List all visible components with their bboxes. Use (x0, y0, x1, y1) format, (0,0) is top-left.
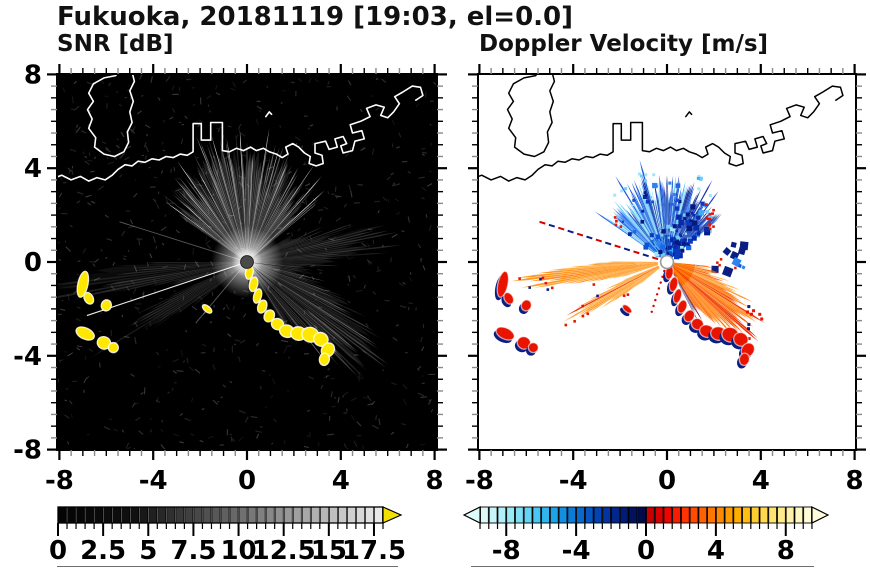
x-tick-label: -4 (559, 466, 588, 496)
snr-colorbar-label: 5 (139, 536, 157, 566)
snr-colorbar-label: 2.5 (80, 536, 126, 566)
clutter-blob (520, 299, 533, 312)
snr-colorbar-label: 10 (220, 536, 256, 566)
y-tick-label: -4 (13, 342, 42, 372)
axes-frame: -8 -4 0 4 8 (465, 64, 866, 496)
radar-site-marker (659, 254, 675, 270)
x-tick-label: 0 (658, 466, 676, 496)
x-tick-label: 0 (238, 466, 256, 496)
vel-colorbar-label: 4 (707, 536, 725, 566)
clutter-blob (495, 326, 515, 341)
clutter-blob (201, 304, 213, 314)
vel-colorbar-label: 8 (777, 536, 795, 566)
clutter-blob (672, 288, 683, 304)
vel-colorbar-label: -8 (492, 536, 521, 566)
snr-colorbar-label: 0 (49, 536, 67, 566)
y-tick-label: -8 (13, 436, 42, 466)
islet (264, 111, 273, 118)
clutter-blob (263, 309, 276, 323)
snr-panel-title: SNR [dB] (57, 31, 174, 57)
snr-panel (57, 74, 437, 450)
snr-colorbar-label: 17.5 (342, 536, 406, 566)
velocity-clutter (493, 265, 756, 369)
snr-colorbar-label: 7.5 (170, 536, 216, 566)
clutter-blob (676, 299, 688, 314)
clutter-blob (252, 288, 263, 304)
snr-colorbar-label: 15 (311, 536, 347, 566)
x-tick-label: -8 (45, 466, 74, 496)
island-outline (86, 74, 136, 158)
clutter-blob (621, 304, 633, 314)
snr-clutter-yellow (75, 265, 336, 367)
figure-title: Fukuoka, 20181119 [19:03, el=0.0] (57, 2, 574, 32)
x-tick-label: 8 (846, 466, 864, 496)
islet (685, 111, 693, 118)
vel-colorbar-label: 0 (637, 536, 655, 566)
velocity-panel (478, 74, 856, 450)
snr-colorbar-over-arrow (382, 506, 403, 524)
y-tick-label: 4 (24, 154, 42, 184)
velocity-panel-title: Doppler Velocity [m/s] (479, 31, 769, 57)
clutter-blob (668, 276, 679, 293)
clutter-blob (738, 352, 751, 367)
clutter-blob (248, 276, 259, 293)
radar-site-marker (240, 255, 254, 269)
velocity-colorbar: -8 -4 0 4 8 (462, 506, 830, 566)
x-tick-label: -4 (139, 466, 168, 496)
clutter-blob (83, 291, 95, 305)
x-tick-label: 4 (332, 466, 350, 496)
island-outline (506, 74, 556, 158)
clutter-blob (527, 341, 540, 354)
y-tick-label: 8 (24, 60, 42, 90)
x-tick-label: 4 (752, 466, 770, 496)
vel-colorbar-label: -4 (562, 536, 591, 566)
coastline (57, 85, 424, 182)
clutter-blob (683, 309, 696, 323)
coastline (478, 85, 844, 182)
clutter-blob (100, 299, 113, 312)
clutter-blob (496, 270, 510, 298)
y-tick-label: 0 (24, 248, 42, 278)
x-tick-label: -8 (465, 466, 494, 496)
axes-frame: -8 -4 0 4 8 8 4 0 -4 -8 (13, 60, 447, 496)
clutter-blob (620, 307, 630, 317)
x-tick-label: 8 (426, 466, 444, 496)
clutter-blob (75, 326, 95, 341)
clutter-blob (107, 341, 120, 354)
clutter-blob (318, 352, 331, 367)
clutter-blob (503, 291, 515, 305)
vel-colorbar-under-arrow (462, 506, 481, 524)
snr-colorbar-label: 12.5 (252, 536, 316, 566)
clutter-blob (256, 299, 268, 314)
vel-colorbar-over-arrow (811, 506, 830, 524)
clutter-blob (76, 270, 90, 298)
